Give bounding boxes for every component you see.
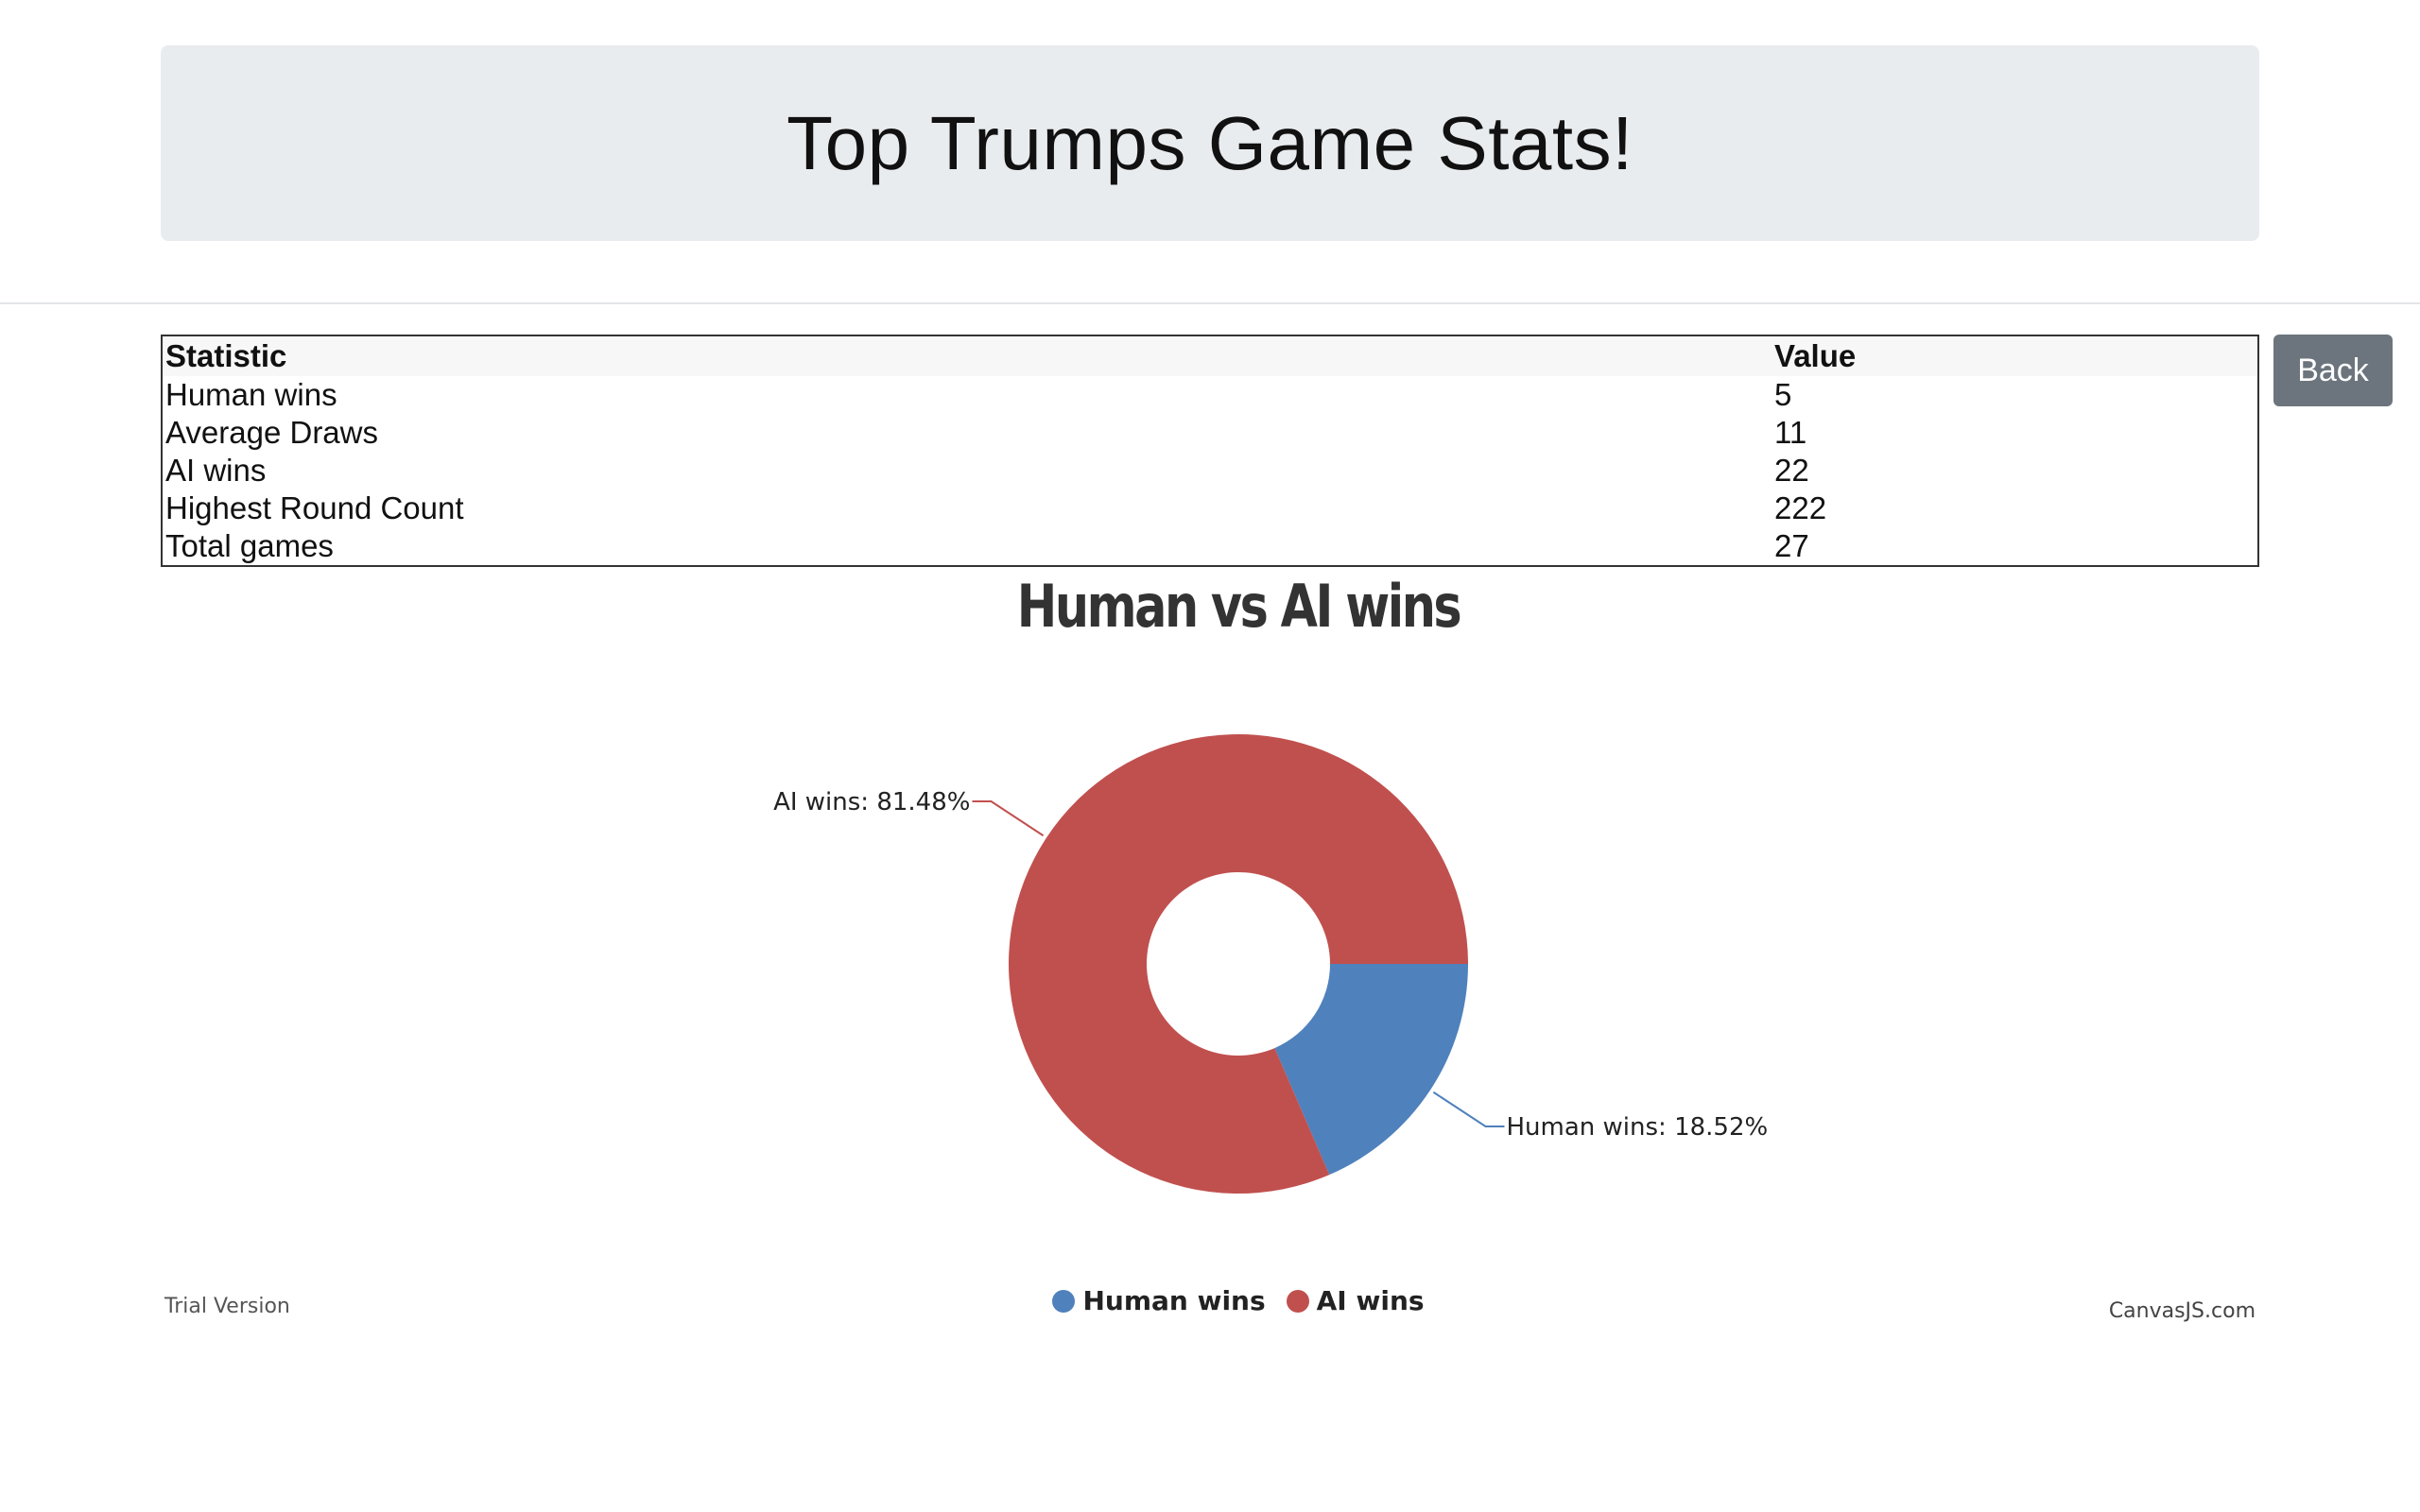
slice-label-human-wins: Human wins: 18.52%	[1507, 1113, 1769, 1142]
table-row: Total games 27	[162, 527, 2258, 566]
pie-slice-human-wins[interactable]	[1274, 964, 1468, 1176]
page-title: Top Trumps Game Stats!	[786, 100, 1634, 185]
header-banner: Top Trumps Game Stats!	[161, 45, 2259, 241]
stat-value: 27	[1774, 527, 1809, 563]
leader-line-ai-wins	[972, 800, 1045, 837]
stat-value: 22	[1774, 452, 1809, 488]
legend-item-human[interactable]: Human wins	[1052, 1285, 1266, 1316]
pie-chart: Human wins: 18.52% AI wins: 81.48%	[773, 734, 1769, 1194]
stat-label: Highest Round Count	[165, 490, 464, 525]
stat-label: AI wins	[165, 452, 267, 488]
stats-table: Statistic Value Human wins 5 Average Dra…	[161, 335, 2259, 567]
table-row: Average Draws 11	[162, 414, 2258, 452]
slice-label-ai-wins: AI wins: 81.48%	[773, 788, 970, 816]
table-row: AI wins 22	[162, 452, 2258, 490]
leader-line-human-wins	[1432, 1091, 1505, 1127]
stat-label: Average Draws	[165, 414, 378, 450]
stat-value: 5	[1774, 376, 1792, 412]
stat-label: Total games	[165, 527, 334, 563]
column-header-value: Value	[1774, 338, 1857, 373]
divider	[0, 302, 2420, 304]
back-button[interactable]: Back	[2273, 335, 2393, 406]
stat-label: Human wins	[165, 376, 337, 412]
table-row: Human wins 5	[162, 376, 2258, 414]
legend-label-ai: AI wins	[1316, 1285, 1425, 1316]
stat-value: 222	[1774, 490, 1827, 525]
table-header-row: Statistic Value	[162, 335, 2258, 376]
legend-label-human: Human wins	[1082, 1285, 1266, 1316]
stat-value: 11	[1774, 414, 1807, 450]
canvasjs-credit-link[interactable]: CanvasJS.com	[2108, 1299, 2256, 1323]
column-header-statistic: Statistic	[165, 338, 287, 373]
legend-dot-human	[1052, 1289, 1076, 1313]
legend-dot-ai	[1286, 1289, 1309, 1313]
legend-item-ai[interactable]: AI wins	[1286, 1285, 1425, 1316]
table-row: Highest Round Count 222	[162, 490, 2258, 527]
chart-legend: Human wins AI wins	[161, 1285, 2316, 1316]
pie-slice-ai-wins[interactable]	[1008, 734, 1468, 1194]
chart-title: Human vs AI wins	[1016, 572, 1462, 641]
chart-area: Human wins: 18.52% AI wins: 81.48% Human …	[161, 567, 2259, 1342]
trial-version-label: Trial Version	[164, 1295, 290, 1318]
